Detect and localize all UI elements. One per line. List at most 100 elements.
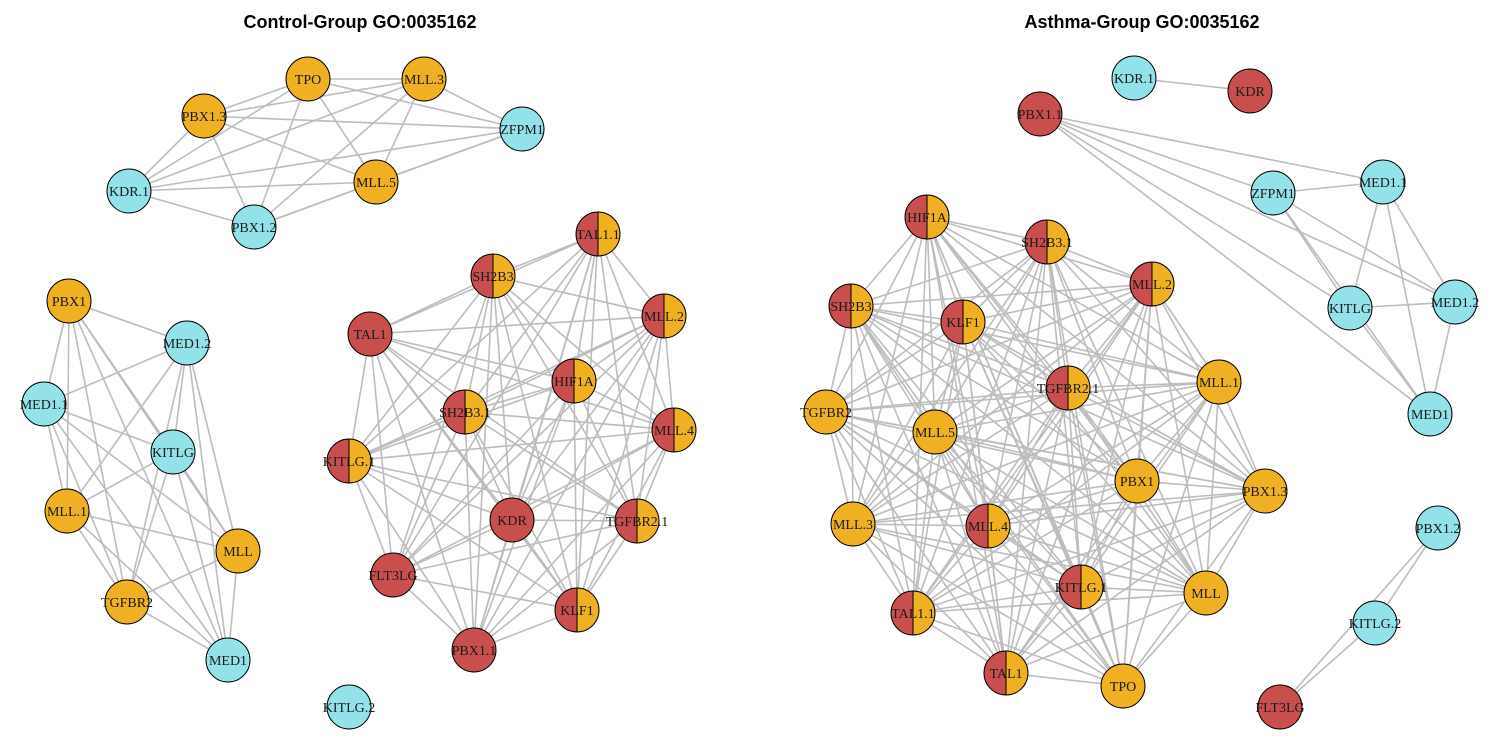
node-half-orange bbox=[988, 504, 1010, 548]
node-fill bbox=[1243, 469, 1287, 513]
asthma-edge-mll-4-tpo bbox=[987, 525, 1124, 687]
control-node-tpo: TPO bbox=[285, 56, 331, 102]
asthma-edge-mll-3-mll bbox=[852, 523, 1207, 594]
control-node-tal1: TAL1 bbox=[347, 311, 393, 357]
node-outline bbox=[1415, 505, 1461, 551]
control-node-mll-2: MLL.2 bbox=[641, 293, 687, 339]
node-outline bbox=[912, 409, 958, 455]
control-edge-sh2b3-kitlg-1 bbox=[348, 275, 494, 462]
asthma-edge-tgfbr2-1-mll-1 bbox=[1067, 381, 1220, 389]
control-edge-tal1-pbx1-1 bbox=[369, 333, 475, 651]
control-edge-tal1-mll-2 bbox=[369, 315, 665, 335]
node-label: KLF1 bbox=[946, 316, 979, 331]
asthma-edge-mll-1-tgfbr2 bbox=[825, 381, 1220, 413]
node-label: SH2B3 bbox=[830, 300, 871, 315]
control-edge-mll-4-pbx1-1 bbox=[473, 429, 675, 651]
node-outline bbox=[1257, 684, 1303, 730]
asthma-edge-hif1a-tal1-1 bbox=[912, 216, 928, 614]
control-node-mll: MLL bbox=[215, 528, 261, 574]
node-fill bbox=[490, 498, 534, 542]
control-node-sh2b3: SH2B3 bbox=[470, 253, 516, 299]
node-fill bbox=[804, 390, 848, 434]
asthma-edge-pbx1-mll-4 bbox=[987, 480, 1138, 527]
node-outline bbox=[1100, 663, 1146, 709]
asthma-edge-tgfbr2-pbx1 bbox=[825, 411, 1138, 482]
control-edge-tal1-flt3lg bbox=[369, 333, 394, 576]
node-label: MED1 bbox=[209, 654, 247, 669]
asthma-node-tpo: TPO bbox=[1100, 663, 1146, 709]
node-outline bbox=[1360, 159, 1406, 205]
node-label: MED1.2 bbox=[163, 337, 212, 352]
node-outline bbox=[551, 358, 597, 404]
control-edge-med1-2-mll bbox=[186, 342, 239, 552]
asthma-edge-pbx1-3-mll-4 bbox=[987, 490, 1266, 527]
node-label: TGFBR2 bbox=[800, 406, 852, 421]
asthma-node-zfpm1: ZFPM1 bbox=[1250, 170, 1296, 216]
control-edge-sh2b3-kdr bbox=[492, 275, 513, 521]
node-fill bbox=[371, 553, 415, 597]
control-edge-hif1a-flt3lg bbox=[392, 380, 575, 576]
control-edge-med1-2-med1-1 bbox=[43, 342, 188, 405]
asthma-edge-mll-2-klf1 bbox=[962, 283, 1153, 323]
node-label: MLL.3 bbox=[833, 518, 873, 533]
control-edge-tal1-1-kitlg-1 bbox=[348, 233, 599, 462]
asthma-edge-pbx1-3-kitlg-1 bbox=[1080, 490, 1266, 588]
control-edge-med1-1-med1 bbox=[43, 403, 229, 661]
node-fill bbox=[1361, 160, 1405, 204]
control-node-tgfbr2: TGFBR2 bbox=[101, 579, 153, 625]
control-edge-mll-1-med1 bbox=[66, 510, 229, 661]
asthma-node-med1: MED1 bbox=[1407, 391, 1453, 437]
node-outline bbox=[164, 320, 210, 366]
node-label: MLL bbox=[223, 545, 253, 560]
node-label: MLL.3 bbox=[404, 73, 444, 88]
node-label: MLL.2 bbox=[644, 310, 684, 325]
control-edge-sh2b3-1-mll-4 bbox=[464, 411, 675, 431]
node-outline bbox=[106, 168, 152, 214]
control-edge-tpo-pbx1-2 bbox=[253, 78, 309, 228]
node-outline bbox=[1058, 564, 1104, 610]
node-half-red bbox=[905, 195, 927, 239]
node-outline bbox=[401, 56, 447, 102]
node-outline bbox=[803, 389, 849, 435]
control-edge-tal1-klf1 bbox=[369, 333, 578, 611]
control-edge-sh2b3-1-pbx1-1 bbox=[464, 411, 475, 651]
node-fill bbox=[327, 685, 371, 729]
asthma-edge-tgfbr2-1-pbx1-3 bbox=[1067, 387, 1266, 492]
asthma-edge-klf1-mll-1 bbox=[962, 321, 1220, 383]
node-fill bbox=[216, 529, 260, 573]
node-label: KDR bbox=[1235, 85, 1265, 100]
node-fill bbox=[1433, 280, 1477, 324]
asthma-node-sh2b3-1: SH2B3.1 bbox=[1021, 219, 1073, 265]
node-half-red bbox=[652, 408, 674, 452]
asthma-edge-pbx1-1-med1 bbox=[1039, 113, 1431, 415]
node-label: MLL.4 bbox=[654, 424, 694, 439]
node-outline bbox=[181, 93, 227, 139]
asthma-edge-mll-tal1 bbox=[1005, 592, 1207, 674]
control-node-kdr-1: KDR.1 bbox=[106, 168, 152, 214]
node-fill bbox=[1115, 459, 1159, 503]
node-label: HIF1A bbox=[907, 211, 948, 226]
node-label: MED1.1 bbox=[20, 398, 69, 413]
control-edge-pbx1-3-zfpm1 bbox=[203, 115, 523, 130]
control-edge-kitlg-tgfbr2 bbox=[126, 451, 174, 603]
node-label: TAL1.1 bbox=[891, 607, 935, 622]
control-node-tgfbr2-1: TGFBR2.1 bbox=[606, 498, 668, 544]
node-half-red bbox=[891, 591, 913, 635]
asthma-node-tgfbr2: TGFBR2 bbox=[800, 389, 852, 435]
control-node-mll-4: MLL.4 bbox=[651, 407, 697, 453]
asthma-node-klf1: KLF1 bbox=[940, 299, 986, 345]
node-outline bbox=[326, 684, 372, 730]
node-outline bbox=[1327, 285, 1373, 331]
node-outline bbox=[215, 528, 261, 574]
asthma-node-mll-1: MLL.1 bbox=[1196, 359, 1242, 405]
control-edge-flt3lg-klf1 bbox=[392, 574, 578, 611]
control-edge-pbx1-tgfbr2 bbox=[68, 300, 128, 603]
node-label: MLL.1 bbox=[47, 505, 87, 520]
node-half-orange bbox=[913, 591, 935, 635]
node-label: SH2B3.1 bbox=[439, 406, 491, 421]
node-label: TGFBR2.1 bbox=[1037, 382, 1100, 397]
node-fill bbox=[1112, 56, 1156, 100]
node-half-orange bbox=[493, 254, 515, 298]
asthma-node-tal1: TAL1 bbox=[983, 650, 1029, 696]
